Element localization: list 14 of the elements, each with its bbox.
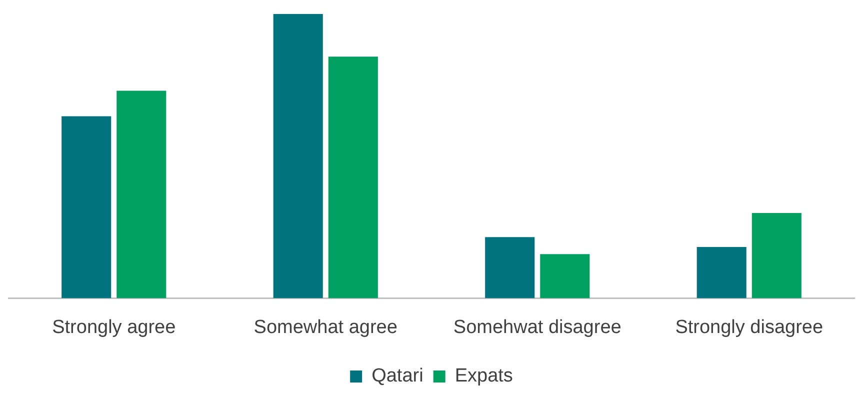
x-tick-label: Strongly disagree xyxy=(675,316,824,338)
bar xyxy=(696,247,746,298)
legend-label: Qatari xyxy=(372,366,424,387)
bar xyxy=(485,237,535,298)
bar xyxy=(62,116,112,298)
bar xyxy=(116,90,166,298)
x-tick-label: Somehwat disagree xyxy=(453,316,622,338)
bar xyxy=(328,56,378,298)
x-tick-label: Strongly agree xyxy=(52,316,176,338)
legend-label: Expats xyxy=(454,366,513,387)
x-tick-label: Somewhat agree xyxy=(254,316,398,338)
bar xyxy=(540,254,590,298)
bar xyxy=(752,212,802,298)
bar xyxy=(273,14,323,298)
